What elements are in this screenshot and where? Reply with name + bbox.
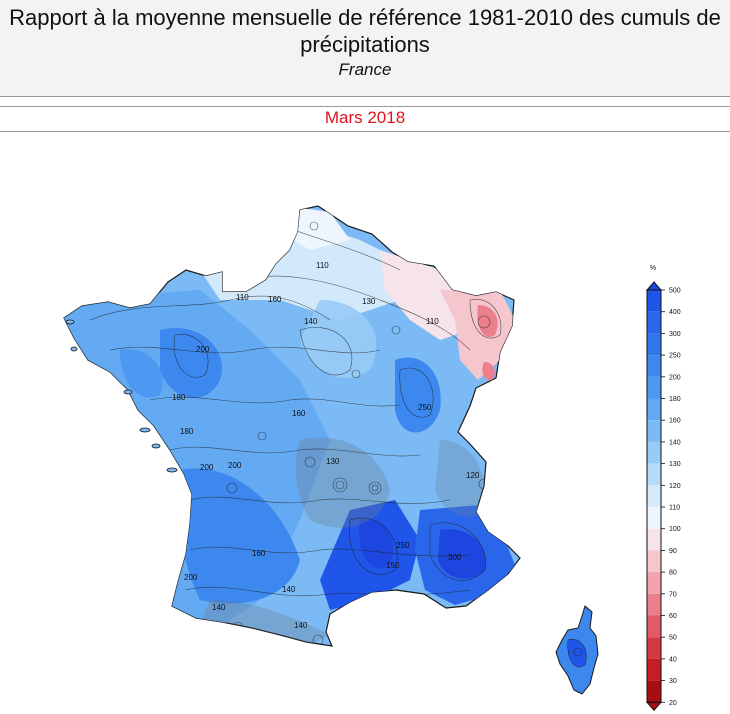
legend-swatch — [647, 355, 661, 377]
contour-label: 140 — [304, 317, 318, 326]
contour-label: 200 — [228, 461, 242, 470]
legend-swatch — [647, 658, 661, 681]
map-title: Rapport à la moyenne mensuelle de référe… — [9, 5, 721, 57]
contour-label: 130 — [362, 297, 376, 306]
legend-swatch — [647, 485, 661, 507]
header-banner: Rapport à la moyenne mensuelle de référe… — [0, 0, 730, 97]
france-mainland — [63, 205, 521, 647]
legend-swatch — [647, 593, 661, 616]
legend-swatch — [647, 441, 661, 464]
contour-label: 250 — [418, 403, 432, 412]
contour-label: 120 — [466, 471, 480, 480]
precipitation-map: 110 160 140 130 200 180 180 160 200 250 … — [63, 205, 599, 695]
legend-swatch — [647, 528, 661, 551]
legend-label: 250 — [669, 353, 681, 360]
legend-label: 200 — [669, 374, 681, 381]
period-label: Mars 2018 — [324, 108, 406, 127]
legend-label: 160 — [669, 418, 681, 425]
contour-label: 140 — [212, 603, 226, 612]
contour-label: 300 — [448, 553, 462, 562]
legend-label: 90 — [669, 548, 677, 555]
legend-label: 20 — [669, 700, 677, 707]
contour-label: 160 — [268, 295, 282, 304]
legend-swatch — [647, 550, 661, 573]
legend-swatch — [647, 507, 661, 529]
contour-label: 110 — [236, 293, 249, 302]
legend-label: 300 — [669, 331, 681, 338]
legend-swatch — [647, 615, 661, 638]
contour-label: 180 — [180, 427, 194, 436]
contour-label: 160 — [292, 409, 306, 418]
legend-label: 140 — [669, 439, 681, 446]
legend-label: 130 — [669, 461, 681, 468]
contour-label: 140 — [294, 621, 308, 630]
legend-label: 110 — [669, 505, 680, 512]
contour-label: 160 — [252, 549, 266, 558]
divider — [0, 131, 730, 132]
legend-label: 400 — [669, 309, 681, 316]
legend-label: 60 — [669, 613, 677, 620]
legend-label: 500 — [669, 288, 681, 295]
legend-outline — [646, 289, 662, 703]
divider — [0, 106, 730, 107]
contour-label: 130 — [326, 457, 340, 466]
contour-label: 140 — [282, 585, 296, 594]
legend-label: 30 — [669, 678, 677, 685]
contour-label: 200 — [200, 463, 214, 472]
legend-unit: % — [650, 265, 656, 272]
contour-label: 200 — [184, 573, 198, 582]
legend-swatch — [647, 463, 661, 486]
legend-label: 100 — [669, 526, 681, 533]
legend-arrow-top — [645, 281, 663, 291]
legend-swatch — [647, 398, 661, 421]
legend-swatch — [647, 376, 661, 399]
contour-label: 250 — [396, 541, 410, 550]
legend-swatch — [647, 333, 661, 356]
legend-arrow-bottom — [645, 701, 663, 712]
legend-swatch — [647, 420, 661, 442]
legend-swatch — [647, 572, 661, 594]
contour-label: 150 — [386, 561, 400, 570]
legend-label: 40 — [669, 656, 677, 663]
legend-label: 120 — [669, 483, 681, 490]
contour-label: 110 — [316, 261, 329, 270]
map-subtitle: France — [338, 60, 392, 79]
coastal-islands — [65, 319, 178, 473]
contour-label: 180 — [172, 393, 186, 402]
legend-swatch — [647, 290, 661, 312]
legend-swatch — [647, 637, 661, 659]
legend-swatch — [647, 680, 661, 703]
legend-label: 50 — [669, 635, 677, 642]
legend-label: 70 — [669, 591, 677, 598]
legend-label: 180 — [669, 396, 681, 403]
contour-label: 200 — [196, 345, 210, 354]
legend-label: 80 — [669, 570, 677, 577]
contour-label: 110 — [426, 317, 439, 326]
color-legend: % 500 400 300 250 200 180 160 140 130 120 110 100 90… — [645, 265, 681, 712]
legend-swatch — [647, 311, 661, 334]
corsica — [555, 605, 599, 695]
